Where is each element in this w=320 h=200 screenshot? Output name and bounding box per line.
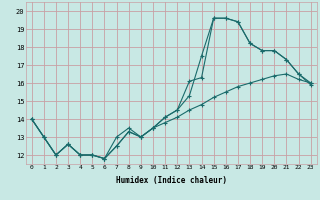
X-axis label: Humidex (Indice chaleur): Humidex (Indice chaleur)	[116, 176, 227, 185]
